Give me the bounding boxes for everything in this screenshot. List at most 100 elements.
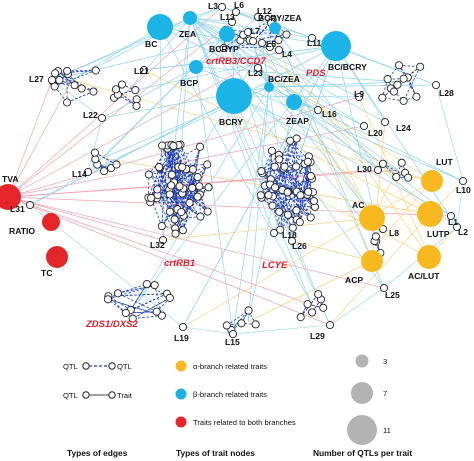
trait-node-bc-bcry xyxy=(321,31,351,61)
qtl-node-15 xyxy=(117,80,127,89)
legend-size-3-text: 3 xyxy=(383,357,387,366)
qtl-qtl-edge-111 xyxy=(159,167,184,231)
qtl-qtl-edge-172 xyxy=(169,194,201,217)
qtl-trait-edge-118 xyxy=(232,86,270,335)
qtl-trait-edge-2 xyxy=(71,79,433,182)
legend-alpha-text: α-branch related traits xyxy=(193,362,267,371)
qtl-qtl-edge-160 xyxy=(180,176,198,213)
qtl-trait-edge-62 xyxy=(7,79,53,198)
qtl-node-131 xyxy=(378,159,388,168)
qtl-node-l4 xyxy=(274,45,284,55)
legend-qtl-qtl-right: QTL xyxy=(117,362,132,371)
label-l10: L10 xyxy=(456,185,471,195)
qtl-node-99 xyxy=(280,162,289,171)
label-l4: L4 xyxy=(282,49,292,59)
label-ac: AC xyxy=(352,200,364,210)
trait-node-bcryp xyxy=(219,26,235,42)
qtl-qtl-edge-164 xyxy=(181,167,185,216)
qtl-qtl-edge-90 xyxy=(156,144,179,190)
qtl-qtl-edge-125 xyxy=(180,144,194,170)
outer-edge-7 xyxy=(329,287,385,326)
qtl-node-10 xyxy=(70,81,79,90)
label-acp: ACP xyxy=(345,275,363,285)
qtl-node-93 xyxy=(286,136,295,145)
trait-node-zeap xyxy=(286,94,302,110)
qtl-node-73 xyxy=(283,210,293,219)
qtl-node-132 xyxy=(392,172,401,182)
qtl-node-152 xyxy=(319,303,328,312)
qtl-trait-edge-72 xyxy=(268,84,437,88)
qtl-node-111 xyxy=(296,191,305,200)
qtl-node-89 xyxy=(267,146,277,155)
qtl-node-l21 xyxy=(139,65,149,75)
qtl-node-125 xyxy=(399,96,408,105)
qtl-node-166 xyxy=(219,44,228,53)
qtl-qtl-edge-339 xyxy=(403,66,421,80)
qtl-qtl-edge-161 xyxy=(180,146,201,213)
qtl-node-123 xyxy=(389,87,399,96)
qtl-node-38 xyxy=(203,160,212,169)
qtl-qtl-edge-400 xyxy=(225,29,287,35)
qtl-qtl-edge-190 xyxy=(270,179,289,215)
qtl-qtl-edge-209 xyxy=(261,172,289,215)
qtl-trait-edge-42 xyxy=(257,16,430,258)
qtl-qtl-edge-338 xyxy=(403,66,421,102)
qtl-node-l24 xyxy=(380,117,390,127)
qtl-node-62 xyxy=(193,192,202,201)
qtl-node-l19 xyxy=(178,322,188,332)
qtl-node-l22 xyxy=(97,113,107,123)
qtl-node-l25 xyxy=(379,283,389,293)
qtl-trait-edge-60 xyxy=(51,27,276,81)
legend-size-7-text: 7 xyxy=(383,389,387,398)
qtl-node-114 xyxy=(283,188,292,197)
qtl-node-41 xyxy=(165,207,174,216)
qtl-qtl-edge-330 xyxy=(381,78,389,98)
legend-size-11-text: 11 xyxy=(383,426,391,435)
qtl-trait-edge-102 xyxy=(159,26,164,241)
legend-beta-text: β-branch related traits xyxy=(193,390,267,399)
qtl-qtl-edge-51 xyxy=(189,169,194,203)
qtl-trait-edge-3 xyxy=(7,79,73,198)
qtl-qtl-edge-292 xyxy=(274,166,316,208)
qtl-node-153 xyxy=(296,313,305,322)
label-l19: L19 xyxy=(174,333,189,343)
label-bc-zea: BC/ZEA xyxy=(268,74,300,84)
qtl-qtl-edge-155 xyxy=(168,189,176,220)
qtl-node-120 xyxy=(412,92,421,101)
qtl-trait-edge-112 xyxy=(189,17,385,289)
qtl-qtl-edge-254 xyxy=(269,184,301,223)
qtl-trait-edge-55 xyxy=(189,17,313,39)
trait-node-lut xyxy=(421,170,443,192)
qtl-node-70 xyxy=(147,193,156,202)
qtl-trait-edge-5 xyxy=(126,45,337,93)
qtl-qtl-edge-372 xyxy=(117,283,147,294)
qtl-node-102 xyxy=(306,171,315,181)
gene-label-crtrb1: crtRB1 xyxy=(164,258,195,269)
qtl-node-159 xyxy=(371,232,380,241)
qtl-node-66 xyxy=(167,170,176,179)
qtl-trait-edge-25 xyxy=(247,260,373,323)
label-bcp: BCP xyxy=(180,78,198,88)
label-l6: L6 xyxy=(234,0,244,10)
label-bcry: BCRY xyxy=(219,117,243,127)
qtl-qtl-edge-127 xyxy=(161,187,193,227)
qtl-node-69 xyxy=(204,183,213,192)
qtl-qtl-edge-22 xyxy=(54,70,96,87)
qtl-qtl-edge-227 xyxy=(304,163,309,192)
label-bcryp: BCRYP xyxy=(209,44,239,54)
qtl-node-l10 xyxy=(458,176,468,186)
qtl-trait-edge-69 xyxy=(189,17,360,98)
label-l21: L21 xyxy=(134,66,149,76)
qtl-node-68 xyxy=(153,185,162,194)
qtl-trait-edge-116 xyxy=(182,180,433,328)
qtl-node-116 xyxy=(264,191,273,200)
qtl-nodes xyxy=(25,2,468,339)
qtl-node-113 xyxy=(268,201,277,210)
qtl-trait-edge-110 xyxy=(291,240,373,262)
qtl-node-119 xyxy=(393,80,402,89)
gene-labels: crtRB3/CCD7 PDS crtRB1 LCYE ZDS1/DXS2 xyxy=(85,56,326,330)
label-bcry-zea: BCRY/ZEA xyxy=(258,13,302,23)
legend-both-swatch xyxy=(175,416,187,428)
qtl-qtl-edge-153 xyxy=(167,148,172,186)
qtl-node-143 xyxy=(103,295,113,304)
